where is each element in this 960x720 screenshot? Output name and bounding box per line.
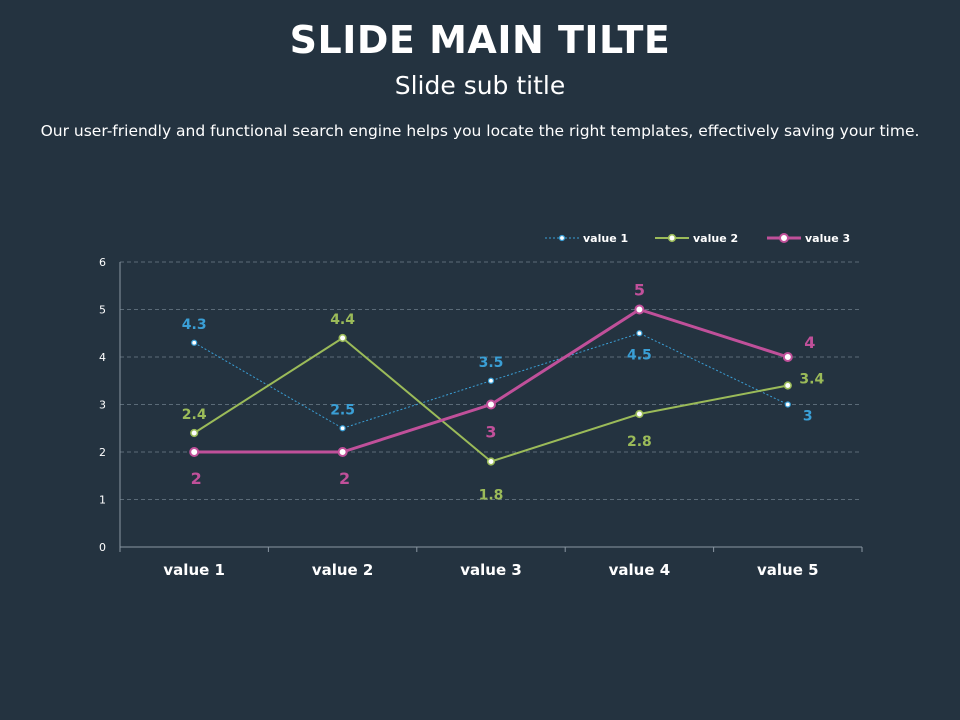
axes: 0 1 2 3 4 5 6 value 1 value 2 value 3 value 4 value… [99,256,863,579]
data-point [190,428,199,438]
data-label: 2 [339,469,350,488]
data-labels: 4.3 2.5 3.5 4.5 3 2.4 4.4 1.8 2.8 3.4 2 2 3 5 4 [182,281,825,504]
slide-subtitle: Slide sub title [394,71,566,100]
x-tick-label: value 1 [163,561,225,579]
data-point [782,352,793,362]
legend-swatch-marker [558,234,566,242]
data-label: 4.5 [627,347,652,363]
series-lines [189,304,793,466]
data-point [636,330,643,337]
data-point [783,381,792,390]
data-label: 5 [634,281,645,300]
legend-label: value 1 [583,232,628,245]
data-label: 3.4 [799,372,824,388]
slide-description: Our user-friendly and functional search … [40,122,920,140]
y-tick-label: 0 [99,541,106,554]
x-tick-label: value 4 [609,561,671,579]
legend-swatch-marker [779,233,789,243]
data-label: 3.5 [479,355,504,371]
series-line-1 [193,332,789,429]
data-label: 2.5 [330,402,355,418]
legend-label: value 2 [693,232,738,245]
y-tick-label: 4 [99,351,106,364]
y-tick-label: 3 [99,399,106,412]
y-tick-label: 6 [99,256,106,269]
chart-legend: value 1 value 2 value 3 [545,232,850,245]
data-point [338,333,347,343]
y-tick-label: 2 [99,446,106,459]
data-point [189,447,200,457]
data-label: 4 [804,333,815,352]
data-point [337,447,348,457]
x-tick-label: value 3 [460,561,522,579]
data-point [339,425,346,432]
data-point [486,399,496,410]
data-label: 2.4 [182,407,207,423]
data-point [487,377,495,384]
data-label: 3 [803,409,813,425]
data-label: 2 [191,469,202,488]
data-point [635,409,644,419]
legend-label: value 3 [805,232,850,245]
data-label: 1.8 [479,488,504,504]
data-label: 4.4 [330,312,355,328]
legend-swatch-marker [667,233,677,243]
data-point [191,339,198,346]
x-tick-label: value 5 [757,561,819,579]
data-label: 4.3 [182,317,207,333]
data-label: 3 [485,423,496,442]
slide-title: SLIDE MAIN TILTE [289,18,671,62]
y-tick-label: 5 [99,304,106,317]
y-tick-label: 1 [99,494,106,507]
data-point [486,457,496,466]
data-label: 2.8 [627,434,652,450]
data-point [784,401,791,408]
x-tick-label: value 2 [312,561,374,579]
data-point [634,304,645,315]
